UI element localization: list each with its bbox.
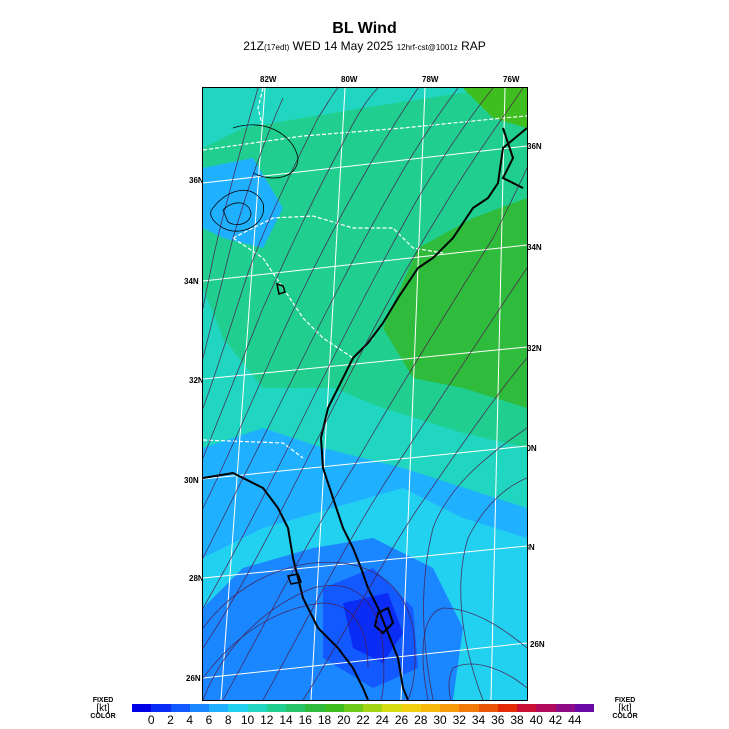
lat-label-left-32n: 32N bbox=[189, 376, 204, 385]
colorbar bbox=[132, 704, 594, 712]
colorbar-tick-label: 22 bbox=[356, 713, 370, 727]
lat-label-left-36n: 36N bbox=[189, 176, 204, 185]
colorbar-left-color: COLOR bbox=[90, 713, 116, 720]
wind-map-svg bbox=[203, 88, 527, 700]
colorbar-ticks: 0 2 4 6 8 10 12 14 16 18 20 22 24 26 28 30 32 34 36 38 40 42 4… bbox=[132, 713, 594, 727]
lake-outline bbox=[276, 282, 303, 585]
colorbar-swatch bbox=[132, 704, 152, 712]
state-borders bbox=[203, 88, 527, 459]
colorbar-tick-label: 34 bbox=[471, 713, 486, 727]
lat-label-right-26n: 26N bbox=[530, 640, 545, 649]
lon-label-78w: 78W bbox=[422, 75, 439, 84]
colorbar-swatch bbox=[555, 704, 575, 712]
colorbar-tick-label: 26 bbox=[394, 713, 409, 727]
lat-label-left-34n: 34N bbox=[184, 277, 199, 286]
lon-label-80w: 80W bbox=[341, 75, 358, 84]
colorbar-tick-label: 12 bbox=[260, 713, 274, 727]
lon-label-82w: 82W bbox=[260, 75, 277, 84]
colorbar-tick-label: 40 bbox=[529, 713, 543, 727]
colorbar-swatch bbox=[517, 704, 537, 712]
colorbar-swatch bbox=[536, 704, 556, 712]
colorbar-right-color: COLOR bbox=[612, 713, 638, 720]
colorbar-swatch bbox=[440, 704, 460, 712]
chart-subtitle: 21Z(17edt) WED 14 May 2025 12hrf-cst@100… bbox=[0, 39, 729, 53]
lon-label-76w: 76W bbox=[503, 75, 520, 84]
colorbar-swatch bbox=[286, 704, 306, 712]
colorbar-swatch bbox=[266, 704, 286, 712]
valid-time: 21Z bbox=[243, 39, 264, 53]
colorbar-tick-label: 0 bbox=[147, 713, 155, 727]
colorbar-tick-label: 30 bbox=[433, 713, 447, 727]
valid-date: WED 14 May 2025 bbox=[289, 39, 397, 53]
colorbar-right-fixed: FIXED bbox=[614, 697, 636, 704]
colorbar-swatch bbox=[189, 704, 209, 712]
forecast-info: 12hrf-cst@1001z bbox=[396, 43, 458, 52]
colorbar-tick-label: 20 bbox=[337, 713, 351, 727]
lat-label-left-26n: 26N bbox=[186, 674, 201, 683]
lat-label-left-30n: 30N bbox=[184, 476, 199, 485]
model-name: RAP bbox=[457, 39, 486, 53]
colorbar-right-unit: [kt] bbox=[618, 703, 632, 714]
colorbar-swatch bbox=[574, 704, 594, 712]
colorbar-swatch bbox=[478, 704, 498, 712]
colorbar-tick-label: 38 bbox=[510, 713, 524, 727]
colorbar-tick-label: 10 bbox=[240, 713, 255, 727]
colorbar-tick-label: 2 bbox=[167, 713, 174, 727]
colorbar-tick-label: 24 bbox=[375, 713, 389, 727]
lat-label-right-32n: 32N bbox=[527, 344, 542, 353]
colorbar-tick-label: 36 bbox=[491, 713, 505, 727]
colorbar-swatch bbox=[343, 704, 363, 712]
colorbar-tick-label: 28 bbox=[414, 713, 428, 727]
colorbar-tick-label: 16 bbox=[298, 713, 312, 727]
colorbar-tick-label: 18 bbox=[317, 713, 332, 727]
terrain-contours bbox=[210, 124, 299, 232]
colorbar-right-label: FIXED [kt] COLOR bbox=[608, 697, 642, 721]
colorbar-left-fixed: FIXED bbox=[92, 697, 114, 704]
colorbar-tick-label: 44 bbox=[568, 713, 582, 727]
chart-title: BL Wind bbox=[332, 20, 397, 37]
colorbar-left-unit: [kt] bbox=[96, 703, 110, 714]
lat-label-right-34n: 34N bbox=[527, 243, 542, 252]
colorbar-tick-label: 6 bbox=[205, 713, 213, 727]
colorbar-swatch bbox=[247, 704, 267, 712]
wind-field-ne-corner bbox=[463, 88, 527, 128]
colorbar-swatch bbox=[170, 704, 190, 712]
colorbar-swatch bbox=[151, 704, 171, 712]
colorbar-swatch bbox=[401, 704, 421, 712]
colorbar-swatch bbox=[363, 704, 383, 712]
colorbar-swatch bbox=[324, 704, 344, 712]
colorbar-swatch bbox=[228, 704, 248, 712]
colorbar-tick-label: 4 bbox=[186, 713, 194, 727]
colorbar-swatch bbox=[382, 704, 402, 712]
colorbar-tick-label: 14 bbox=[279, 713, 293, 727]
colorbar-swatch bbox=[497, 704, 517, 712]
coastline bbox=[203, 127, 527, 700]
wind-map-panel bbox=[202, 87, 528, 701]
colorbar-tick-label: 32 bbox=[452, 713, 466, 727]
colorbar-tick-label: 42 bbox=[548, 713, 563, 727]
lat-label-right-36n: 36N bbox=[527, 142, 542, 151]
lat-label-right-30n: 30N bbox=[522, 444, 537, 453]
lat-label-left-28n: 28N bbox=[189, 574, 204, 583]
colorbar-swatch bbox=[209, 704, 229, 712]
streamlines bbox=[203, 88, 527, 700]
colorbar-swatch bbox=[459, 704, 479, 712]
local-time: (17edt) bbox=[263, 43, 290, 52]
colorbar-swatch bbox=[420, 704, 440, 712]
lat-lon-grid bbox=[203, 88, 527, 700]
colorbar-tick-label: 8 bbox=[224, 713, 232, 727]
colorbar-swatch bbox=[305, 704, 325, 712]
colorbar-left-label: FIXED [kt] COLOR bbox=[88, 697, 118, 721]
